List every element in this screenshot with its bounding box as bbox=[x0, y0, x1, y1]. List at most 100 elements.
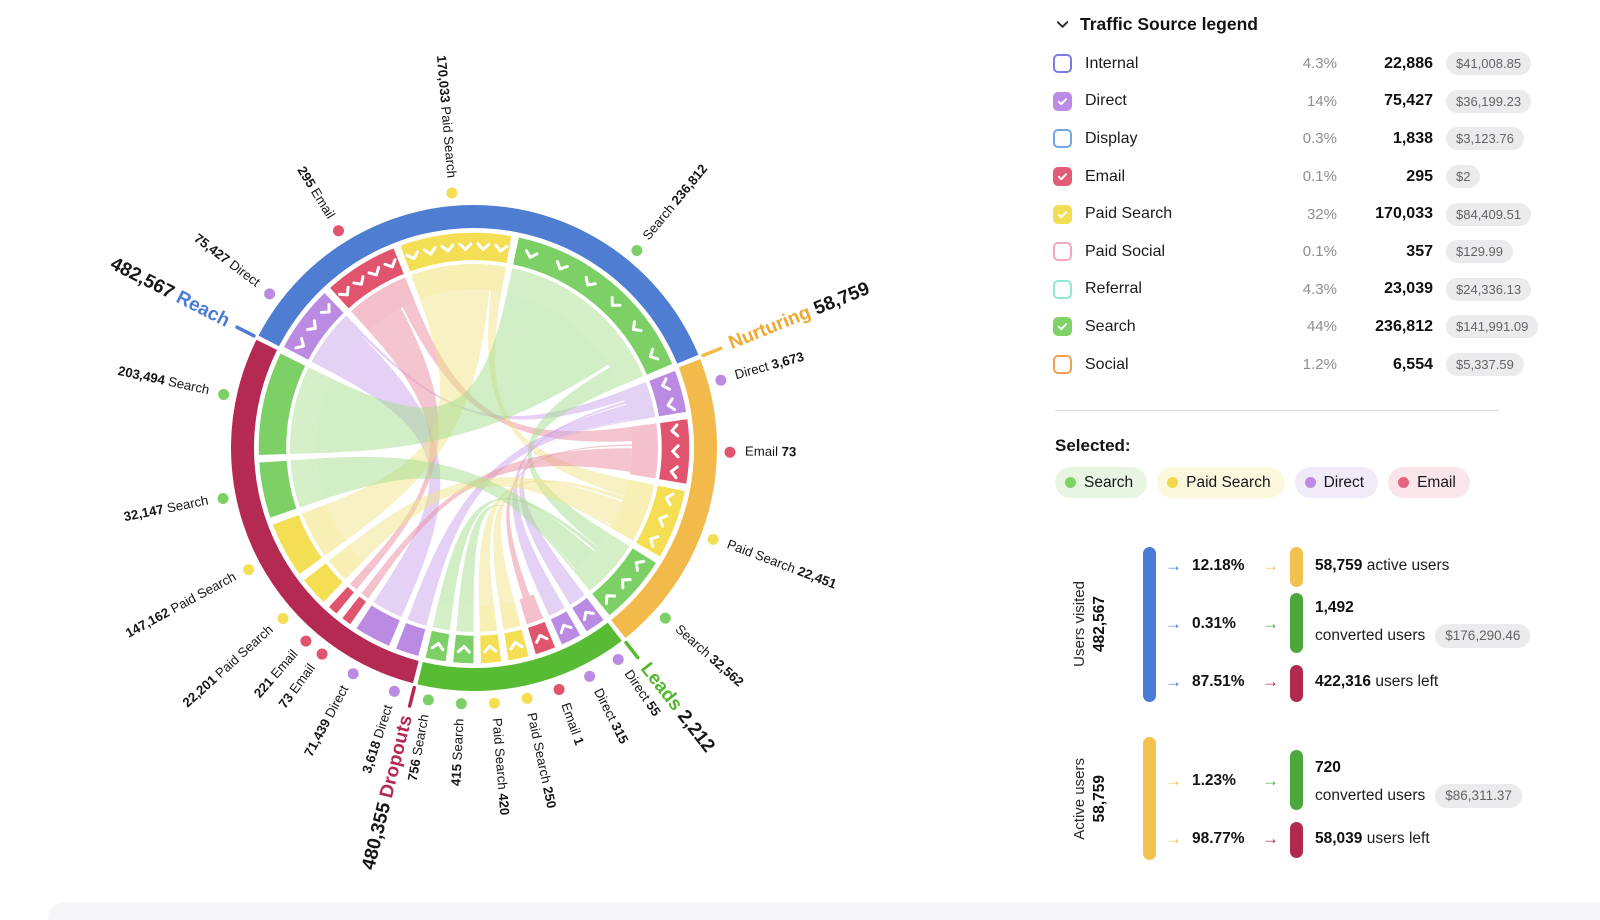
source-label-reach-direct[interactable]: 75,427 Direct bbox=[191, 231, 263, 290]
chevron-icon bbox=[494, 243, 509, 253]
source-label-nurturing-email[interactable]: Email 73 bbox=[745, 444, 797, 460]
ribbon-band bbox=[519, 594, 544, 625]
legend-row-internal[interactable]: Internal 4.3% 22,886 $41,008.85 bbox=[1053, 45, 1593, 83]
flow-ribbon-direct[interactable] bbox=[334, 336, 441, 594]
stage-arc-leads[interactable] bbox=[417, 622, 622, 692]
checkbox-paid-search[interactable] bbox=[1053, 204, 1072, 224]
legend-row-display[interactable]: Display 0.3% 1,838 $3,123.76 bbox=[1053, 120, 1593, 158]
checkbox-direct[interactable] bbox=[1053, 91, 1072, 111]
stage-label-nurturing[interactable]: Nurturing 58,759 bbox=[726, 278, 873, 354]
source-label-nurturing-search[interactable]: Search 32,562 bbox=[672, 622, 746, 690]
ribbon-bands bbox=[290, 263, 658, 632]
flow-ribbon-search[interactable] bbox=[315, 293, 609, 454]
checkbox-email[interactable] bbox=[1053, 167, 1072, 187]
segment-reach-paid-search[interactable] bbox=[398, 231, 514, 274]
chevron-icon bbox=[658, 514, 669, 528]
source-label-leads-search[interactable]: 415 Search bbox=[449, 718, 467, 786]
source-label-leads-direct[interactable]: Direct 315 bbox=[591, 686, 631, 746]
flow-ribbon-email[interactable] bbox=[377, 448, 632, 578]
funnel-result-text: 58,759 active users bbox=[1315, 557, 1450, 574]
legend-row-paid-search[interactable]: Paid Search 32% 170,033 $84,409.51 bbox=[1053, 195, 1593, 233]
stage-arc-reach[interactable] bbox=[258, 204, 699, 364]
flow-ribbon-email[interactable] bbox=[367, 307, 439, 570]
source-label-dropouts-search[interactable]: 32,147 Search bbox=[123, 493, 210, 525]
legend-label: Search bbox=[1085, 317, 1136, 335]
segment-dropouts-direct[interactable] bbox=[354, 603, 402, 648]
source-label-leads-paid-search[interactable]: Paid Search 420 bbox=[489, 717, 512, 815]
legend-row-direct[interactable]: Direct 14% 75,427 $36,199.23 bbox=[1053, 83, 1593, 121]
funnel-rate: 12.18% bbox=[1192, 557, 1245, 574]
source-label-leads-email[interactable]: Email 1 bbox=[558, 701, 587, 747]
checkbox-paid-social[interactable] bbox=[1053, 242, 1072, 262]
segment-dropouts-paid-search[interactable] bbox=[270, 513, 324, 577]
source-label-dropouts-direct[interactable]: 71,439 Direct bbox=[302, 683, 352, 760]
chevron-icon bbox=[535, 633, 549, 644]
legend-row-email[interactable]: Email 0.1% 295 $2 bbox=[1053, 158, 1593, 196]
ribbon-band bbox=[629, 423, 658, 479]
chevron-icon bbox=[661, 377, 672, 391]
flow-ribbon-search[interactable] bbox=[438, 498, 598, 605]
source-label-nurturing-direct[interactable]: Direct 3,673 bbox=[733, 349, 806, 382]
segment-dropouts-search[interactable] bbox=[257, 459, 299, 520]
segment-leads-paid-search[interactable] bbox=[502, 627, 531, 663]
legend-revenue-badge: $141,991.09 bbox=[1446, 315, 1539, 339]
checkbox-search[interactable] bbox=[1053, 317, 1072, 337]
selected-chip-paid-search[interactable]: Paid Search bbox=[1157, 467, 1285, 498]
traffic-source-legend: Internal 4.3% 22,886 $41,008.85 Direct 14% 75,… bbox=[1053, 45, 1593, 383]
legend-row-social[interactable]: Social 1.2% 6,554 $5,337.59 bbox=[1053, 346, 1593, 384]
ribbon-band bbox=[290, 367, 332, 454]
selected-chip-email[interactable]: Email bbox=[1388, 467, 1470, 498]
segment-leads-direct[interactable] bbox=[548, 609, 583, 647]
source-label-dropouts-search[interactable]: 203,494 Search bbox=[117, 364, 211, 398]
segment-dropouts-email[interactable] bbox=[340, 594, 369, 627]
flow-ribbon-email[interactable] bbox=[506, 444, 632, 599]
flow-ribbon-paid-search[interactable] bbox=[493, 491, 612, 604]
segment-reach-search[interactable] bbox=[511, 235, 675, 377]
legend-label: Display bbox=[1085, 129, 1138, 147]
legend-row-paid-social[interactable]: Paid Social 0.1% 357 $129.99 bbox=[1053, 233, 1593, 271]
stage-arcs bbox=[230, 204, 718, 692]
source-label-dropouts-paid-search[interactable]: 147,162 Paid Search bbox=[123, 569, 238, 641]
segment-leads-email[interactable] bbox=[526, 620, 558, 657]
source-label-reach-paid-search[interactable]: 170,033 Paid Search bbox=[433, 55, 459, 179]
selected-chip-direct[interactable]: Direct bbox=[1294, 467, 1379, 498]
label-dot-search bbox=[659, 612, 671, 624]
segment-nurturing-direct[interactable] bbox=[647, 368, 688, 419]
stage-arc-dropouts[interactable] bbox=[230, 339, 419, 684]
selected-chip-search[interactable]: Search bbox=[1055, 467, 1148, 498]
flow-ribbon-search[interactable] bbox=[527, 367, 620, 547]
flow-ribbon-search[interactable] bbox=[458, 505, 576, 606]
legend-row-search[interactable]: Search 44% 236,812 $141,991.09 bbox=[1053, 308, 1593, 346]
checkbox-social[interactable] bbox=[1053, 355, 1072, 375]
source-label-leads-paid-search[interactable]: Paid Search 250 bbox=[524, 711, 559, 810]
segment-dropouts-email[interactable] bbox=[326, 584, 357, 616]
ribbon-band bbox=[302, 504, 346, 556]
checkbox-internal[interactable] bbox=[1053, 54, 1072, 74]
source-label-reach-email[interactable]: 295 Email bbox=[294, 164, 338, 222]
flow-ribbon-search[interactable] bbox=[316, 456, 594, 570]
chevron-icon bbox=[634, 559, 646, 572]
flow-ribbon-direct[interactable] bbox=[416, 404, 630, 601]
chevron-icon bbox=[483, 644, 498, 654]
flow-ribbon-paid-search[interactable] bbox=[478, 480, 625, 606]
chord-diagram[interactable]: 75,427 Direct 295 Email 170,033 Paid Searc… bbox=[0, 0, 1040, 920]
stage-label-dropouts[interactable]: 480,355 Dropouts bbox=[358, 713, 417, 872]
source-label-reach-search[interactable]: Search 236,812 bbox=[640, 162, 711, 243]
collapse-chevron-down-icon[interactable] bbox=[1055, 17, 1070, 32]
segment-leads-search[interactable] bbox=[423, 629, 451, 664]
segment-dropouts-paid-search[interactable] bbox=[301, 561, 345, 605]
stage-arc-nurturing[interactable] bbox=[611, 359, 718, 639]
ribbon-band bbox=[350, 277, 415, 331]
source-label-nurturing-paid-search[interactable]: Paid Search 22,451 bbox=[725, 537, 839, 592]
legend-label: Email bbox=[1085, 167, 1126, 185]
flow-ribbon-paid-search[interactable] bbox=[326, 289, 490, 541]
segment-leads-direct[interactable] bbox=[570, 595, 606, 634]
source-label-leads-search[interactable]: 756 Search bbox=[405, 713, 432, 782]
checkbox-display[interactable] bbox=[1053, 129, 1072, 149]
checkbox-referral[interactable] bbox=[1053, 279, 1072, 299]
segment-dropouts-search[interactable] bbox=[257, 351, 308, 457]
stage-label-reach[interactable]: 482,567 Reach bbox=[107, 253, 233, 331]
legend-row-referral[interactable]: Referral 4.3% 23,039 $24,336.13 bbox=[1053, 271, 1593, 309]
flow-ribbon-paid-search[interactable] bbox=[349, 477, 623, 561]
segment-dropouts-direct[interactable] bbox=[394, 621, 428, 658]
